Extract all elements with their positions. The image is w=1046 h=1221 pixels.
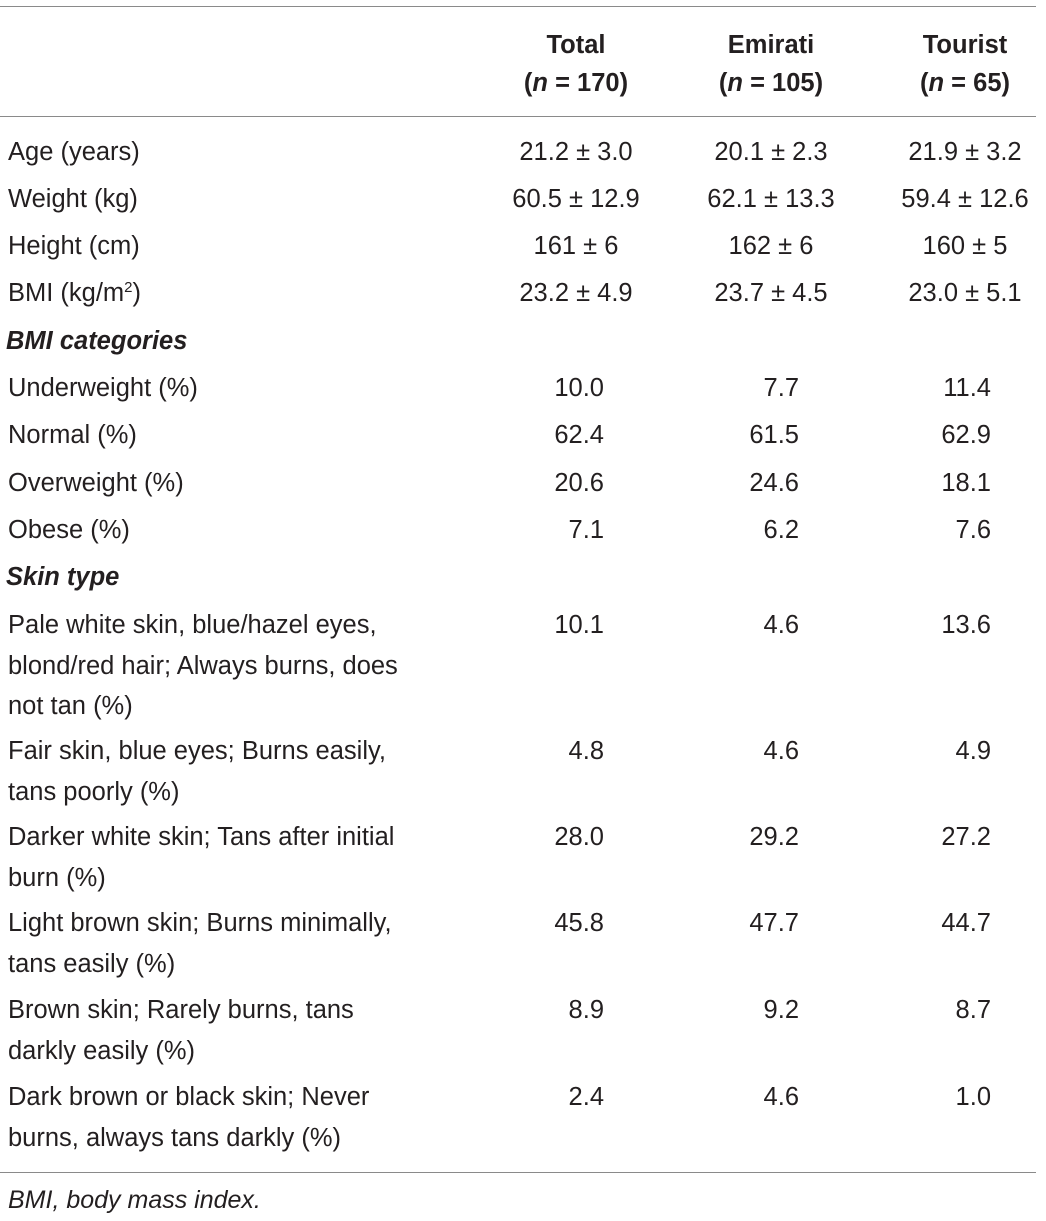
- cell-tourist: 23.0 ± 5.1: [908, 279, 1022, 307]
- cell-total: 161 ± 6: [533, 232, 619, 260]
- column-header-name: Tourist: [922, 31, 1008, 59]
- table-top-rule: [0, 6, 1036, 7]
- cell-emirati: 47.7: [749, 909, 799, 937]
- cell-total: 62.4: [554, 421, 604, 449]
- column-header-emirati: Emirati (n = 105): [694, 26, 848, 102]
- cell-total: 28.0: [554, 823, 604, 851]
- column-header-name: Emirati: [727, 31, 815, 59]
- cell-tourist: 44.7: [941, 909, 991, 937]
- cell-total: 23.2 ± 4.9: [519, 279, 633, 307]
- column-header-total: Total (n = 170): [500, 26, 652, 102]
- cell-emirati: 20.1 ± 2.3: [714, 138, 828, 166]
- row-label: BMI (kg/m2): [8, 279, 142, 307]
- cell-total: 60.5 ± 12.9: [512, 185, 640, 213]
- cell-emirati: 4.6: [763, 611, 799, 639]
- row-label: Weight (kg): [8, 185, 138, 213]
- cell-tourist: 11.4: [943, 374, 991, 402]
- cell-emirati: 61.5: [749, 421, 799, 449]
- cell-total: 7.1: [568, 516, 604, 544]
- cell-tourist: 4.9: [955, 737, 991, 765]
- cell-tourist: 13.6: [941, 611, 991, 639]
- cell-tourist: 7.6: [955, 516, 991, 544]
- cell-total: 45.8: [554, 909, 604, 937]
- cell-tourist: 8.7: [955, 996, 991, 1024]
- row-label: Brown skin; Rarely burns, tans darkly eas…: [8, 996, 354, 1065]
- column-header-tourist: Tourist (n = 65): [888, 26, 1042, 102]
- row-label: Fair skin, blue eyes; Burns easily, tans …: [8, 737, 386, 806]
- row-label: Underweight (%): [8, 374, 198, 402]
- cell-total: 8.9: [568, 996, 604, 1024]
- cell-tourist: 21.9 ± 3.2: [908, 138, 1022, 166]
- cell-emirati: 23.7 ± 4.5: [714, 279, 828, 307]
- row-label: Age (years): [8, 138, 140, 166]
- row-label: Pale white skin, blue/hazel eyes, blond/r…: [8, 611, 398, 720]
- cell-emirati: 24.6: [749, 469, 799, 497]
- cell-emirati: 162 ± 6: [728, 232, 814, 260]
- row-label: Dark brown or black skin; Never burns, al…: [8, 1083, 370, 1152]
- section-heading-skin: Skin type: [6, 563, 120, 591]
- cell-total: 21.2 ± 3.0: [519, 138, 633, 166]
- cell-emirati: 9.2: [763, 996, 799, 1024]
- cell-emirati: 62.1 ± 13.3: [707, 185, 835, 213]
- cell-emirati: 4.6: [763, 1083, 799, 1111]
- cell-tourist: 18.1: [941, 469, 991, 497]
- cell-emirati: 7.7: [763, 374, 799, 402]
- row-label: Light brown skin; Burns minimally, tans e…: [8, 909, 392, 978]
- cell-tourist: 1.0: [955, 1083, 991, 1111]
- table-bottom-rule: [0, 1172, 1036, 1173]
- cell-total: 10.0: [554, 374, 604, 402]
- cell-total: 10.1: [554, 611, 604, 639]
- row-label: Overweight (%): [8, 469, 184, 497]
- cell-emirati: 29.2: [749, 823, 799, 851]
- cell-tourist: 62.9: [941, 421, 991, 449]
- column-header-n: (n = 65): [919, 69, 1010, 97]
- column-header-n: (n = 105): [718, 69, 824, 97]
- row-label: Height (cm): [8, 232, 140, 260]
- cell-total: 2.4: [568, 1083, 604, 1111]
- cell-tourist: 59.4 ± 12.6: [901, 185, 1029, 213]
- header-rule: [0, 116, 1036, 117]
- cell-tourist: 27.2: [941, 823, 991, 851]
- row-label: Obese (%): [8, 516, 130, 544]
- row-label: Darker white skin; Tans after initial bur…: [8, 823, 395, 892]
- cell-tourist: 160 ± 5: [922, 232, 1008, 260]
- cell-total: 20.6: [554, 469, 604, 497]
- row-label: Normal (%): [8, 421, 137, 449]
- cell-emirati: 6.2: [763, 516, 799, 544]
- section-heading-bmi: BMI categories: [6, 327, 188, 355]
- cell-emirati: 4.6: [763, 737, 799, 765]
- table-footnote: BMI, body mass index.: [8, 1186, 261, 1214]
- column-header-n: (n = 170): [523, 69, 629, 97]
- cell-total: 4.8: [568, 737, 604, 765]
- column-header-name: Total: [546, 31, 606, 59]
